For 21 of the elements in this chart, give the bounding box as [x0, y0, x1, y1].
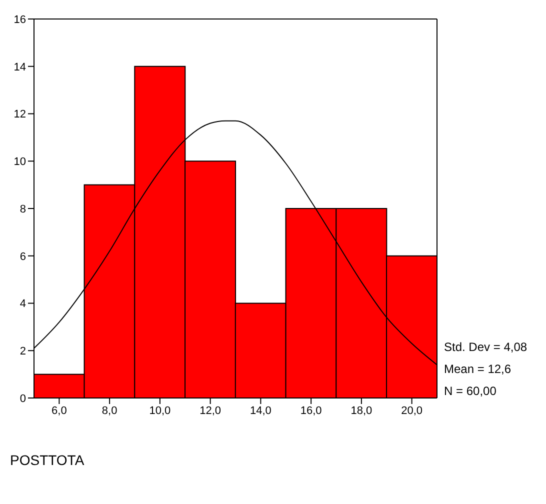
text: Std. Dev = 4,08 [444, 339, 528, 356]
y-tick-label: 4 [20, 298, 26, 310]
x-tick-label: 10,0 [149, 404, 171, 417]
y-tick-label: 8 [20, 203, 26, 216]
x-tick-label: 16,0 [300, 404, 322, 417]
y-tick-label: 10 [14, 156, 26, 168]
x-tick-label: 8,0 [102, 404, 118, 417]
x-tick-label: 6,0 [52, 404, 67, 417]
x-tick-label: 12,0 [200, 404, 222, 417]
x-tick-label: 20,0 [401, 404, 423, 417]
x-tick-label: 14,0 [250, 404, 272, 417]
text: N = 60,00 [444, 383, 498, 400]
y-tick-label: 12 [14, 108, 26, 121]
text: Mean = 12,6 [444, 361, 512, 378]
y-tick-label: 2 [20, 346, 26, 358]
x-tick-label: 18,0 [350, 404, 372, 417]
y-tick-label: 6 [20, 250, 26, 263]
x-axis-title: POSTTOTA [10, 452, 84, 468]
y-tick-label: 0 [20, 392, 26, 405]
y-tick-label: 16 [14, 14, 26, 26]
y-tick-label: 14 [14, 61, 26, 74]
